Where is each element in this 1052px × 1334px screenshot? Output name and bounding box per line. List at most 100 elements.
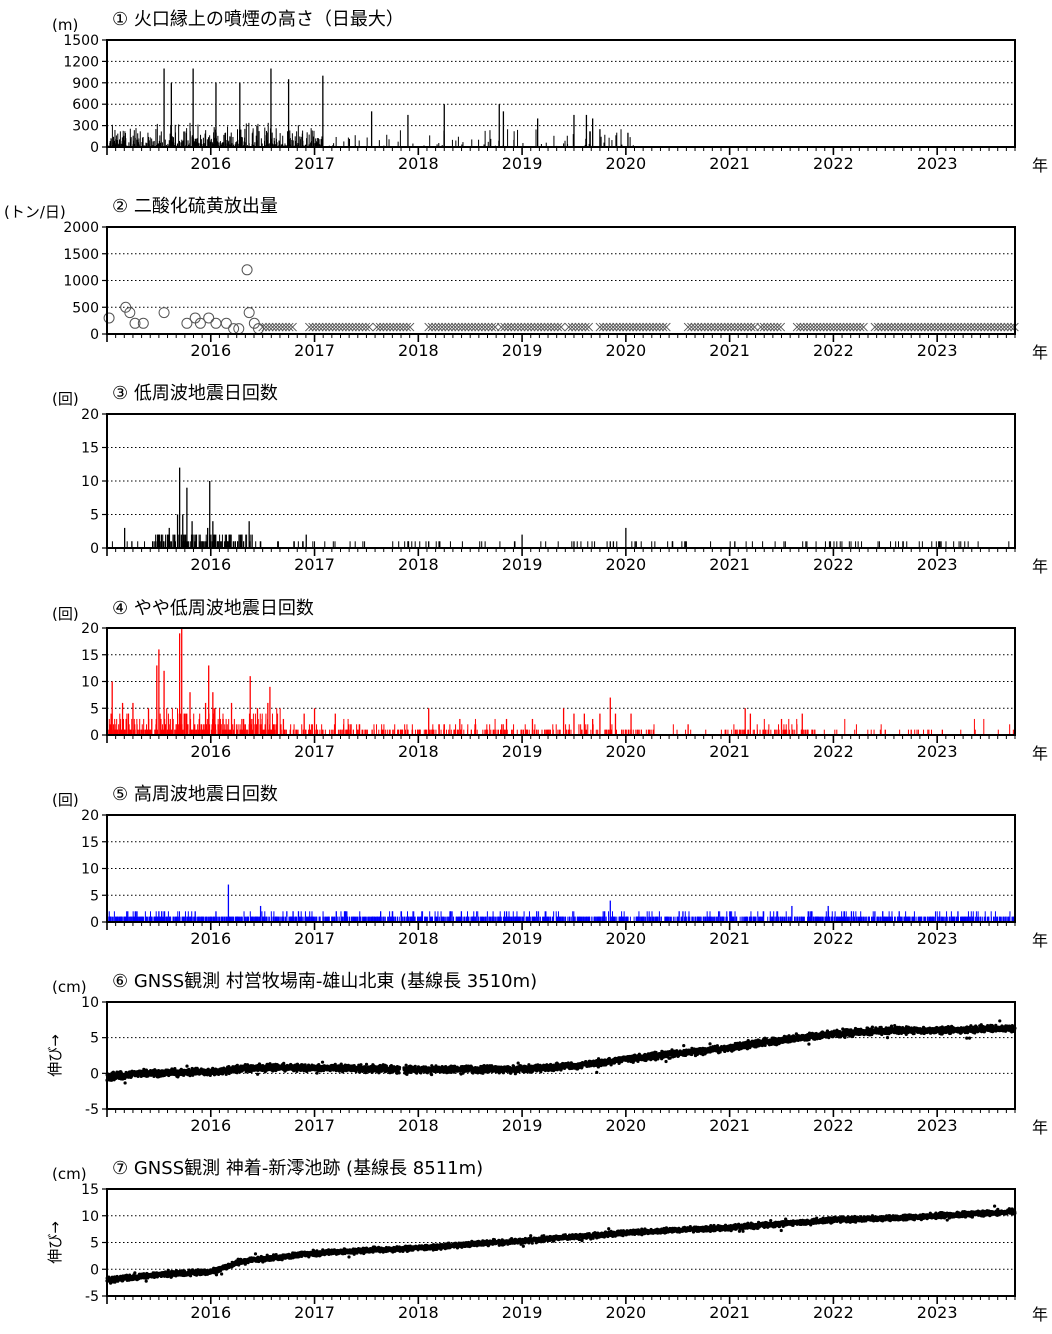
- data-point-circle: [242, 265, 252, 275]
- data-point-circle: [190, 313, 200, 323]
- x-tick-label: 2020: [605, 341, 646, 360]
- x-tick-label: 2021: [709, 742, 750, 761]
- panel-1: ① 火口縁上の噴煙の高さ（日最大）(m)03006009001200150020…: [52, 9, 1048, 175]
- y-tick-label: 1500: [63, 247, 99, 263]
- y-tick-label: 0: [90, 541, 99, 557]
- x-tick-label: 2023: [917, 555, 958, 574]
- x-tick-label: 2016: [190, 555, 231, 574]
- y-tick-label: 1200: [63, 54, 99, 70]
- y-tick-label: 5: [90, 701, 99, 717]
- x-tick-label: 2023: [917, 154, 958, 173]
- y-tick-label: 900: [72, 76, 99, 92]
- x-tick-label: 2018: [398, 742, 439, 761]
- x-tick-label: 2021: [709, 929, 750, 948]
- x-tick-label: 2019: [502, 742, 543, 761]
- x-unit-label: 年: [1032, 156, 1048, 175]
- x-tick-label: 2017: [294, 555, 335, 574]
- y-tick-label: 20: [81, 407, 99, 423]
- y-tick-label: 500: [72, 300, 99, 316]
- y-unit-label: (回): [52, 390, 79, 408]
- x-unit-label: 年: [1032, 931, 1048, 950]
- x-tick-label: 2017: [294, 929, 335, 948]
- y-tick-label: 5: [90, 888, 99, 904]
- y-tick-label: 15: [81, 441, 99, 457]
- y-tick-label: 0: [90, 327, 99, 343]
- x-tick-label: 2016: [190, 154, 231, 173]
- y-tick-label: 20: [81, 808, 99, 824]
- x-tick-label: 2023: [917, 341, 958, 360]
- x-tick-label: 2016: [190, 929, 231, 948]
- y-tick-label: 0: [90, 728, 99, 744]
- y-tick-label: 15: [81, 648, 99, 664]
- y-tick-label: 10: [81, 862, 99, 878]
- y-unit-label: (cm): [52, 978, 87, 996]
- y-unit-label: (m): [52, 16, 78, 34]
- y-tick-label: 600: [72, 97, 99, 113]
- y-tick-label: 5: [90, 508, 99, 524]
- x-unit-label: 年: [1032, 343, 1048, 362]
- x-unit-label: 年: [1032, 557, 1048, 576]
- panel-title: ① 火口縁上の噴煙の高さ（日最大）: [112, 9, 404, 30]
- y-tick-label: 5: [90, 1031, 99, 1047]
- data-point: [225, 1073, 228, 1076]
- x-tick-label: 2020: [605, 929, 646, 948]
- x-tick-label: 2016: [190, 742, 231, 761]
- y-unit-label: (回): [52, 791, 79, 809]
- y-tick-label: 10: [81, 675, 99, 691]
- panel-3: ③ 低周波地震日回数 (回) 0 5 10 15 20 2016 2017 2018 2019 202…: [52, 383, 1048, 576]
- panel-title: ⑥ GNSS観測 村営牧場南-雄山北東 (基線長 3510m): [112, 971, 537, 992]
- x-tick-label: 2021: [709, 341, 750, 360]
- x-tick-label: 2018: [398, 929, 439, 948]
- panel-title: ③ 低周波地震日回数: [112, 383, 278, 404]
- x-tick-label: 2019: [502, 555, 543, 574]
- x-tick-label: 2022: [813, 154, 854, 173]
- x-tick-label: 2022: [813, 341, 854, 360]
- data-point-circle: [244, 308, 254, 318]
- y-tick-label: 0: [90, 1066, 99, 1082]
- x-tick-label: 2018: [398, 341, 439, 360]
- x-tick-label: 2020: [605, 555, 646, 574]
- x-tick-label: 2021: [709, 555, 750, 574]
- data-point-circle: [204, 313, 214, 323]
- y-tick-label: 2000: [63, 220, 99, 236]
- y-direction-note: 伸び→: [46, 1034, 64, 1077]
- x-tick-label: 2019: [502, 154, 543, 173]
- x-tick-label: 2017: [294, 341, 335, 360]
- x-tick-label: 2018: [398, 555, 439, 574]
- data-point: [321, 1061, 324, 1064]
- panel-title: ⑤ 高周波地震日回数: [112, 784, 278, 805]
- y-tick-label: 20: [81, 621, 99, 637]
- x-unit-label: 年: [1032, 744, 1048, 763]
- y-tick-label: 10: [81, 474, 99, 490]
- data-point-circle: [221, 318, 231, 328]
- x-tick-label: 2022: [813, 742, 854, 761]
- data-point: [256, 1073, 259, 1076]
- y-tick-label: 15: [81, 835, 99, 851]
- y-tick-label: 300: [72, 119, 99, 135]
- data-point-circle: [211, 318, 221, 328]
- data-point-circle: [104, 313, 114, 323]
- y-unit-label: (回): [52, 605, 79, 623]
- data-point: [124, 1081, 127, 1084]
- data-point: [185, 1065, 188, 1068]
- x-tick-label: 2019: [502, 929, 543, 948]
- x-tick-label: 2022: [813, 555, 854, 574]
- y-tick-label: 1500: [63, 33, 99, 49]
- x-tick-label: 2020: [605, 154, 646, 173]
- plot-frame: [107, 40, 1015, 147]
- x-tick-label: 2023: [917, 742, 958, 761]
- panel-title: ② 二酸化硫黄放出量: [112, 196, 278, 217]
- x-tick-label: 2019: [502, 341, 543, 360]
- y-tick-label: 1000: [63, 274, 99, 290]
- panel-6: ⑥ GNSS観測 村営牧場南-雄山北東 (基線長 3510m) (cm) 伸び→ -5…: [46, 971, 1048, 1137]
- x-tick-label: 2022: [813, 929, 854, 948]
- x-tick-label: 2020: [605, 742, 646, 761]
- y-tick-label: -5: [85, 1102, 99, 1118]
- x-tick-label: 2023: [917, 929, 958, 948]
- data-point-circle: [159, 308, 169, 318]
- y-unit-label: (トン/日): [4, 203, 66, 221]
